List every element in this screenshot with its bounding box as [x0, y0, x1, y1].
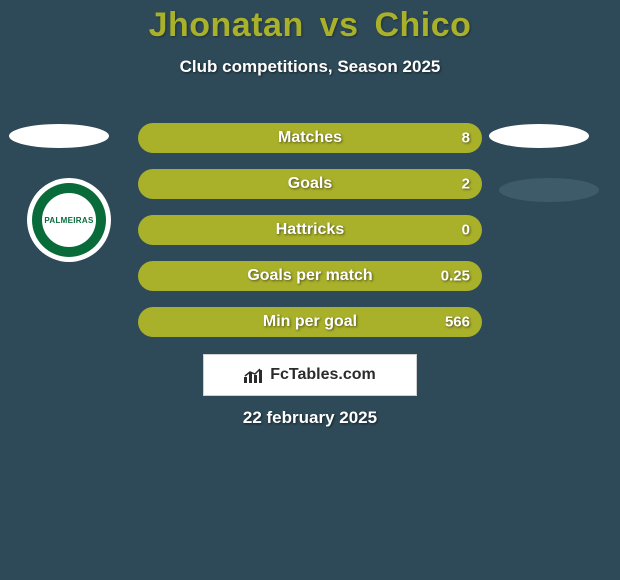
stat-value-right: 0.25 [441, 268, 470, 285]
stat-value-right: 2 [462, 176, 470, 193]
stat-row: Matches8 [138, 123, 482, 153]
date-text: 22 february 2025 [0, 408, 620, 428]
ellipse-left [9, 124, 109, 148]
stat-label: Matches [138, 129, 482, 147]
stat-value-right: 8 [462, 130, 470, 147]
brand-box: FcTables.com [203, 354, 417, 396]
club-crest: PALMEIRAS [27, 178, 111, 262]
stat-value-right: 566 [445, 314, 470, 331]
ellipse-right-top [489, 124, 589, 148]
title-vs: vs [320, 6, 359, 44]
crest-text: PALMEIRAS [44, 216, 93, 225]
stat-value-right: 0 [462, 222, 470, 239]
stage: Jhonatan vs Chico Club competitions, Sea… [0, 0, 620, 580]
stat-label: Hattricks [138, 221, 482, 239]
brand-text: FcTables.com [270, 366, 376, 384]
stat-bars: Matches8Goals2Hattricks0Goals per match0… [138, 123, 482, 353]
stat-label: Goals [138, 175, 482, 193]
subtitle: Club competitions, Season 2025 [0, 57, 620, 77]
crest-ring: PALMEIRAS [32, 183, 106, 257]
stat-row: Goals2 [138, 169, 482, 199]
title-player2: Chico [374, 6, 471, 44]
crest-core: PALMEIRAS [42, 193, 96, 247]
stat-row: Goals per match0.25 [138, 261, 482, 291]
stat-label: Min per goal [138, 313, 482, 331]
page-title: Jhonatan vs Chico [0, 0, 620, 45]
title-player1: Jhonatan [149, 6, 304, 44]
stat-label: Goals per match [138, 267, 482, 285]
chart-icon [244, 367, 264, 383]
stat-row: Hattricks0 [138, 215, 482, 245]
ellipse-right-bottom [499, 178, 599, 202]
stat-row: Min per goal566 [138, 307, 482, 337]
